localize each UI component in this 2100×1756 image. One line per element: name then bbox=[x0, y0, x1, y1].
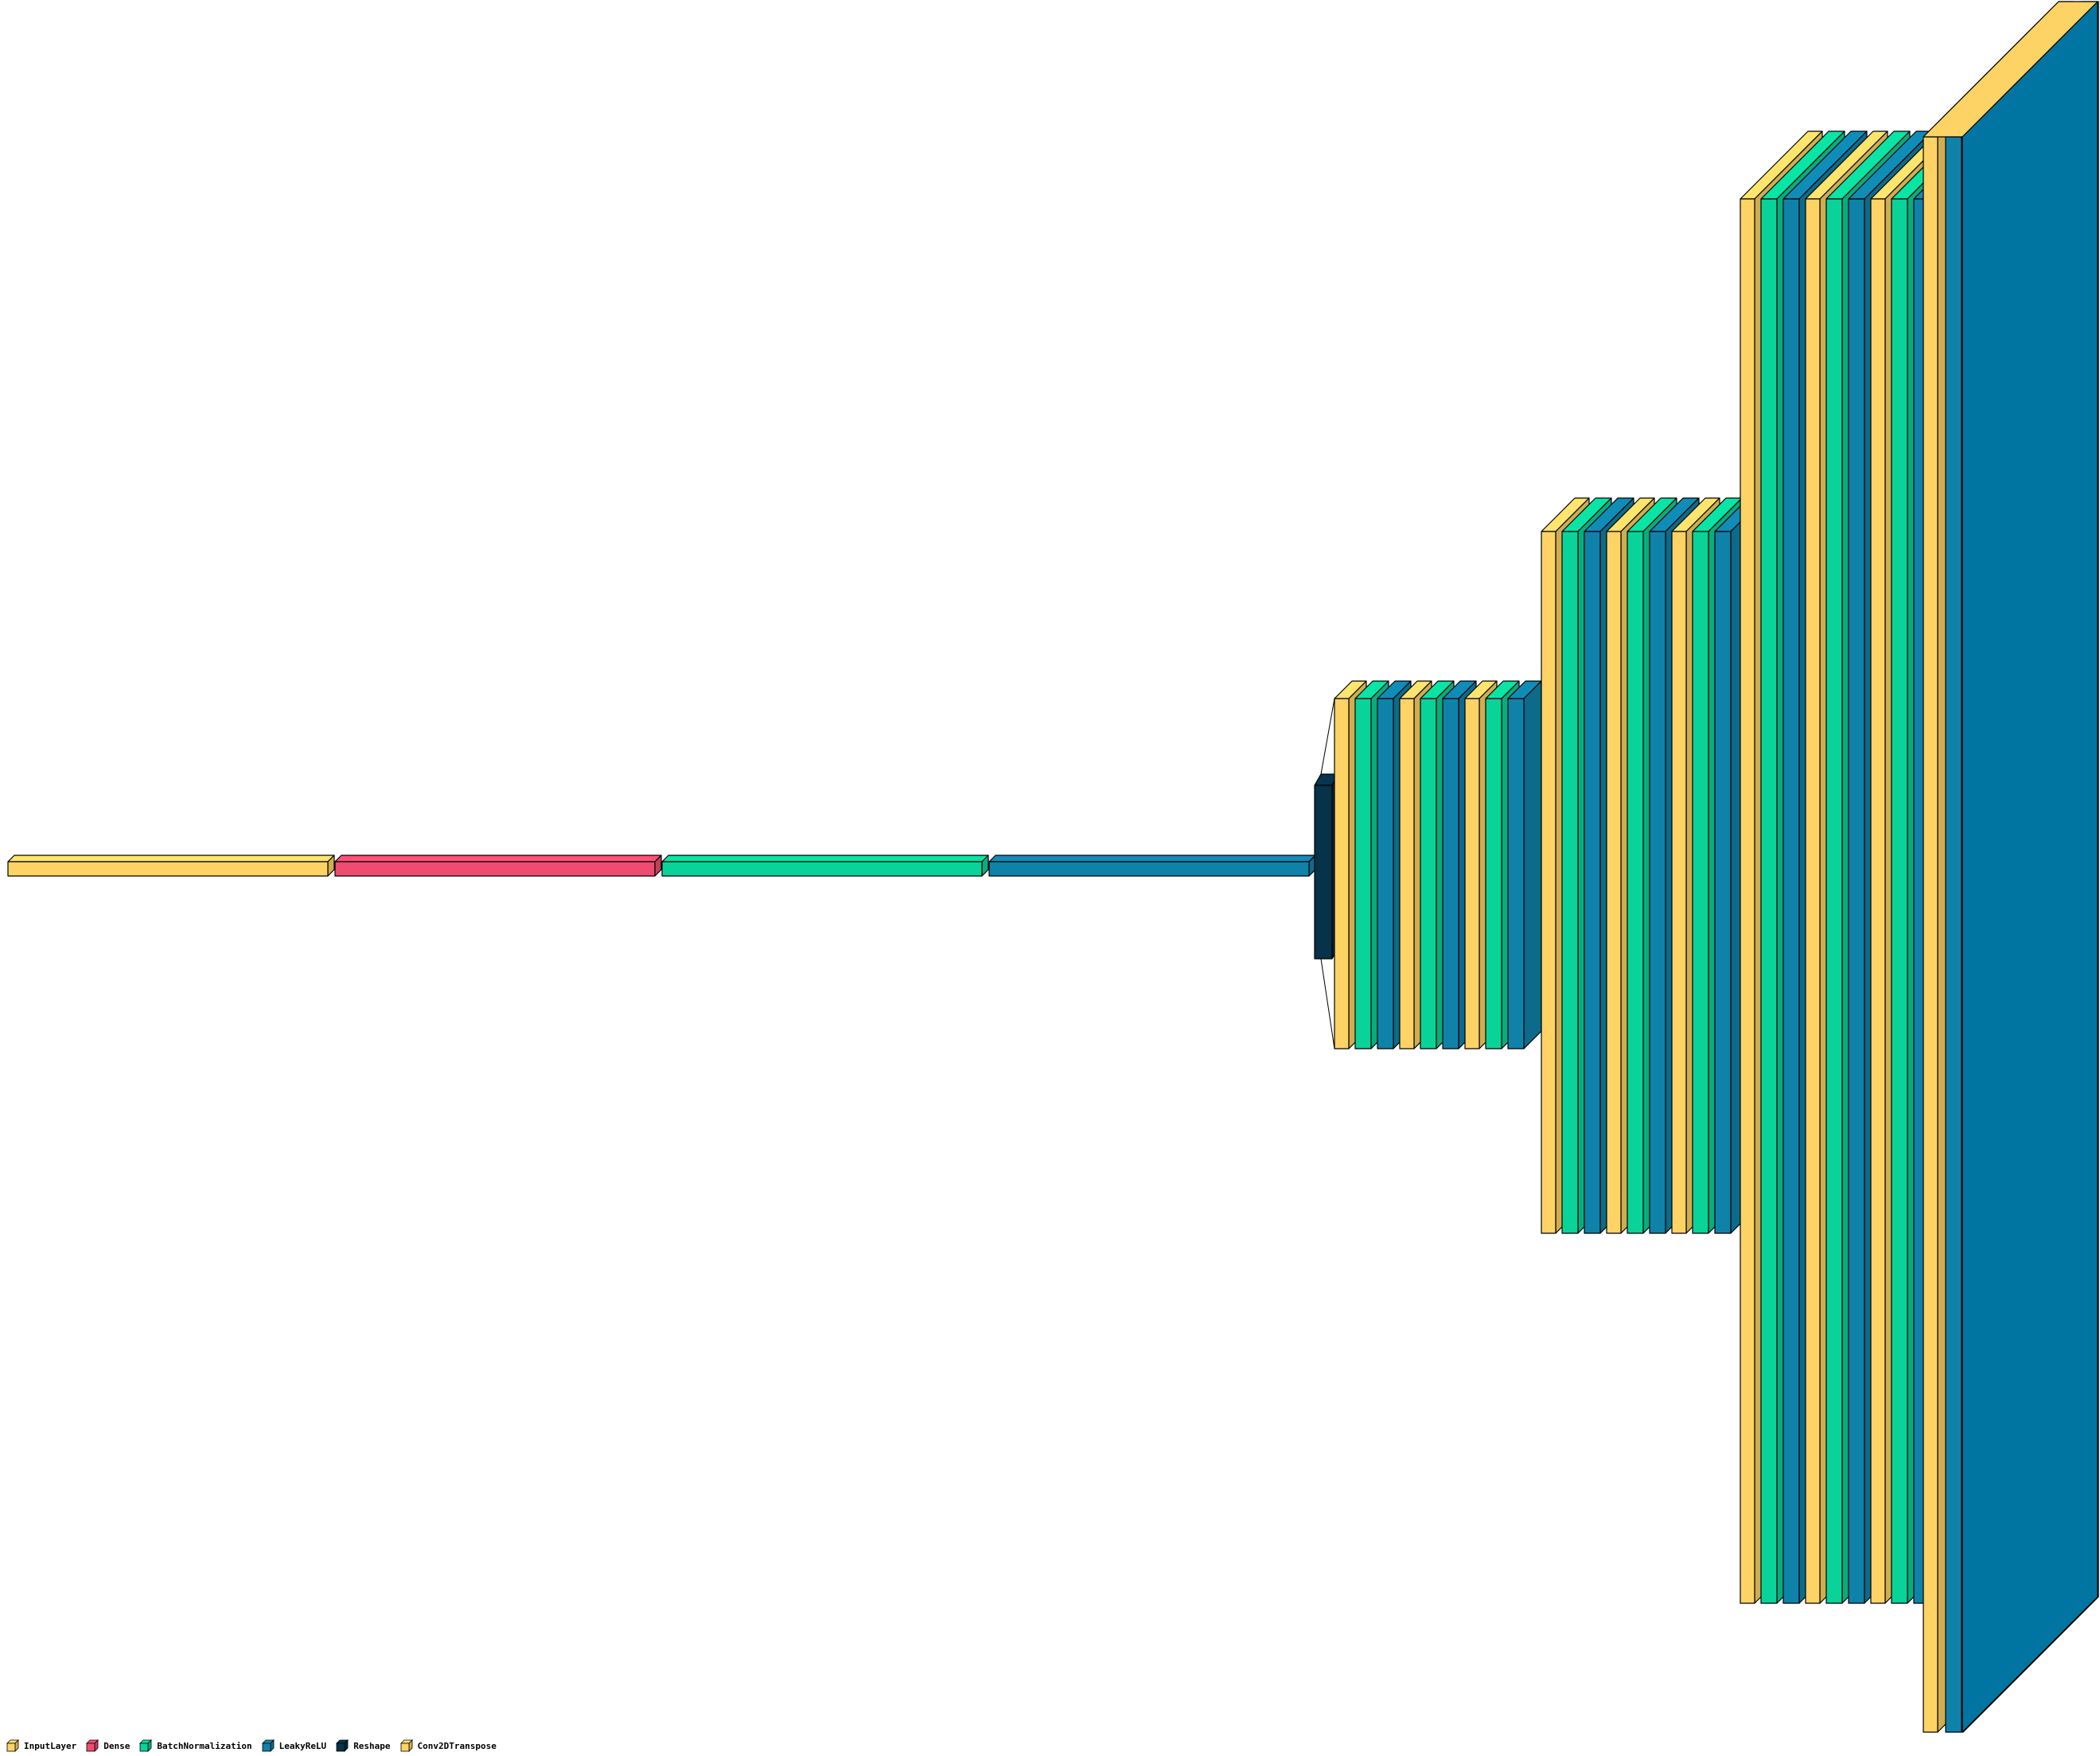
legend-item-inputlayer: InputLayer bbox=[6, 1739, 76, 1752]
stage2-layer-2-batchnormalization-front bbox=[1561, 531, 1579, 1234]
stage1-layer-7-conv2dtranspose-front bbox=[1464, 698, 1480, 1049]
legend-item-dense: Dense bbox=[86, 1739, 130, 1752]
stage3-layer-3-leakyrelu-front bbox=[1782, 198, 1800, 1604]
stage1-layer-5-batchnormalization-front bbox=[1420, 698, 1437, 1049]
stage2-layer-1-conv2dtranspose-front bbox=[1541, 531, 1556, 1234]
legend-item-batchnormalization: BatchNormalization bbox=[139, 1739, 252, 1752]
funnel-line-bottom bbox=[1320, 958, 1335, 1049]
stage1-layer-3-leakyrelu-front bbox=[1377, 698, 1394, 1049]
stage3-layer-4-conv2dtranspose-front bbox=[1805, 198, 1821, 1604]
stage3-layer-2-batchnormalization-front bbox=[1760, 198, 1778, 1604]
stage2-layer-8-batchnormalization-front bbox=[1692, 531, 1709, 1234]
stage3-layer-5-batchnormalization-front bbox=[1825, 198, 1843, 1604]
stage1-layer-9-leakyrelu bbox=[1507, 680, 1542, 1049]
layer-dense-top bbox=[334, 855, 662, 862]
legend-swatch-icon bbox=[261, 1739, 275, 1752]
layer-dense-front bbox=[334, 861, 656, 877]
layer-output-slab bbox=[1923, 1, 2098, 1733]
layer-conv2dtranspose-final-front bbox=[1923, 136, 1938, 1733]
legend-label: Dense bbox=[103, 1740, 131, 1751]
layer-batchnormalization-1-top bbox=[661, 855, 989, 862]
stage3-layer-6-leakyrelu-front bbox=[1848, 198, 1865, 1604]
stage2-layer-3-leakyrelu-front bbox=[1584, 531, 1601, 1234]
legend-swatch-icon bbox=[139, 1739, 153, 1752]
stage3-layer-1-conv2dtranspose-front bbox=[1740, 198, 1755, 1604]
stage2-layer-5-batchnormalization-front bbox=[1627, 531, 1644, 1234]
stage1-layer-4-conv2dtranspose-front bbox=[1399, 698, 1415, 1049]
layer-dense bbox=[334, 855, 662, 877]
stage3-layer-8-batchnormalization-front bbox=[1891, 198, 1908, 1604]
output-slab-side bbox=[1962, 1, 2098, 1733]
legend-swatch-icon bbox=[399, 1739, 413, 1752]
stage1-layer-1-conv2dtranspose-front bbox=[1334, 698, 1350, 1049]
legend-item-conv2dtranspose: Conv2DTranspose bbox=[399, 1739, 497, 1752]
layer-inputlayer-top bbox=[7, 855, 335, 862]
layer-batchnormalization-1-front bbox=[661, 861, 983, 877]
layer-leakyrelu-1-front bbox=[988, 861, 1310, 877]
stage3-layer-7-conv2dtranspose-front bbox=[1870, 198, 1886, 1604]
stage2-layer-9-leakyrelu-front bbox=[1714, 531, 1732, 1234]
layer-leakyrelu-1-top bbox=[988, 855, 1316, 862]
stage1-layer-9-leakyrelu-front bbox=[1507, 698, 1525, 1049]
legend-label: InputLayer bbox=[24, 1740, 77, 1751]
stage1-layer-6-leakyrelu-front bbox=[1442, 698, 1459, 1049]
layer-batchnormalization-1 bbox=[661, 855, 989, 877]
stage1-layer-2-batchnormalization-front bbox=[1354, 698, 1372, 1049]
stage2-layer-7-conv2dtranspose-front bbox=[1671, 531, 1687, 1234]
legend-label: LeakyReLU bbox=[279, 1740, 327, 1751]
legend-label: BatchNormalization bbox=[157, 1740, 252, 1751]
layer-leakyrelu-1 bbox=[988, 855, 1316, 877]
stage1-layer-8-batchnormalization-front bbox=[1485, 698, 1502, 1049]
layer-leakyrelu-thin-front bbox=[1945, 136, 1962, 1733]
legend-item-leakyrelu: LeakyReLU bbox=[261, 1739, 327, 1752]
layer-inputlayer-front bbox=[7, 861, 329, 877]
layer-inputlayer bbox=[7, 855, 335, 877]
output-slab-top bbox=[1923, 1, 2098, 138]
legend-label: Reshape bbox=[353, 1740, 391, 1751]
legend-swatch-icon bbox=[6, 1739, 19, 1752]
layer-reshape-front bbox=[1314, 785, 1333, 960]
stage2-layer-4-conv2dtranspose-front bbox=[1606, 531, 1622, 1234]
legend: InputLayer Dense BatchNormalization LeakyRe… bbox=[6, 1739, 497, 1752]
stage2-layer-6-leakyrelu-front bbox=[1649, 531, 1666, 1234]
legend-label: Conv2DTranspose bbox=[417, 1740, 497, 1751]
legend-swatch-icon bbox=[86, 1739, 99, 1752]
legend-swatch-icon bbox=[336, 1739, 349, 1752]
funnel-line-top bbox=[1320, 698, 1335, 775]
legend-item-reshape: Reshape bbox=[336, 1739, 391, 1752]
stage1-layer-9-leakyrelu-side bbox=[1523, 680, 1542, 1049]
